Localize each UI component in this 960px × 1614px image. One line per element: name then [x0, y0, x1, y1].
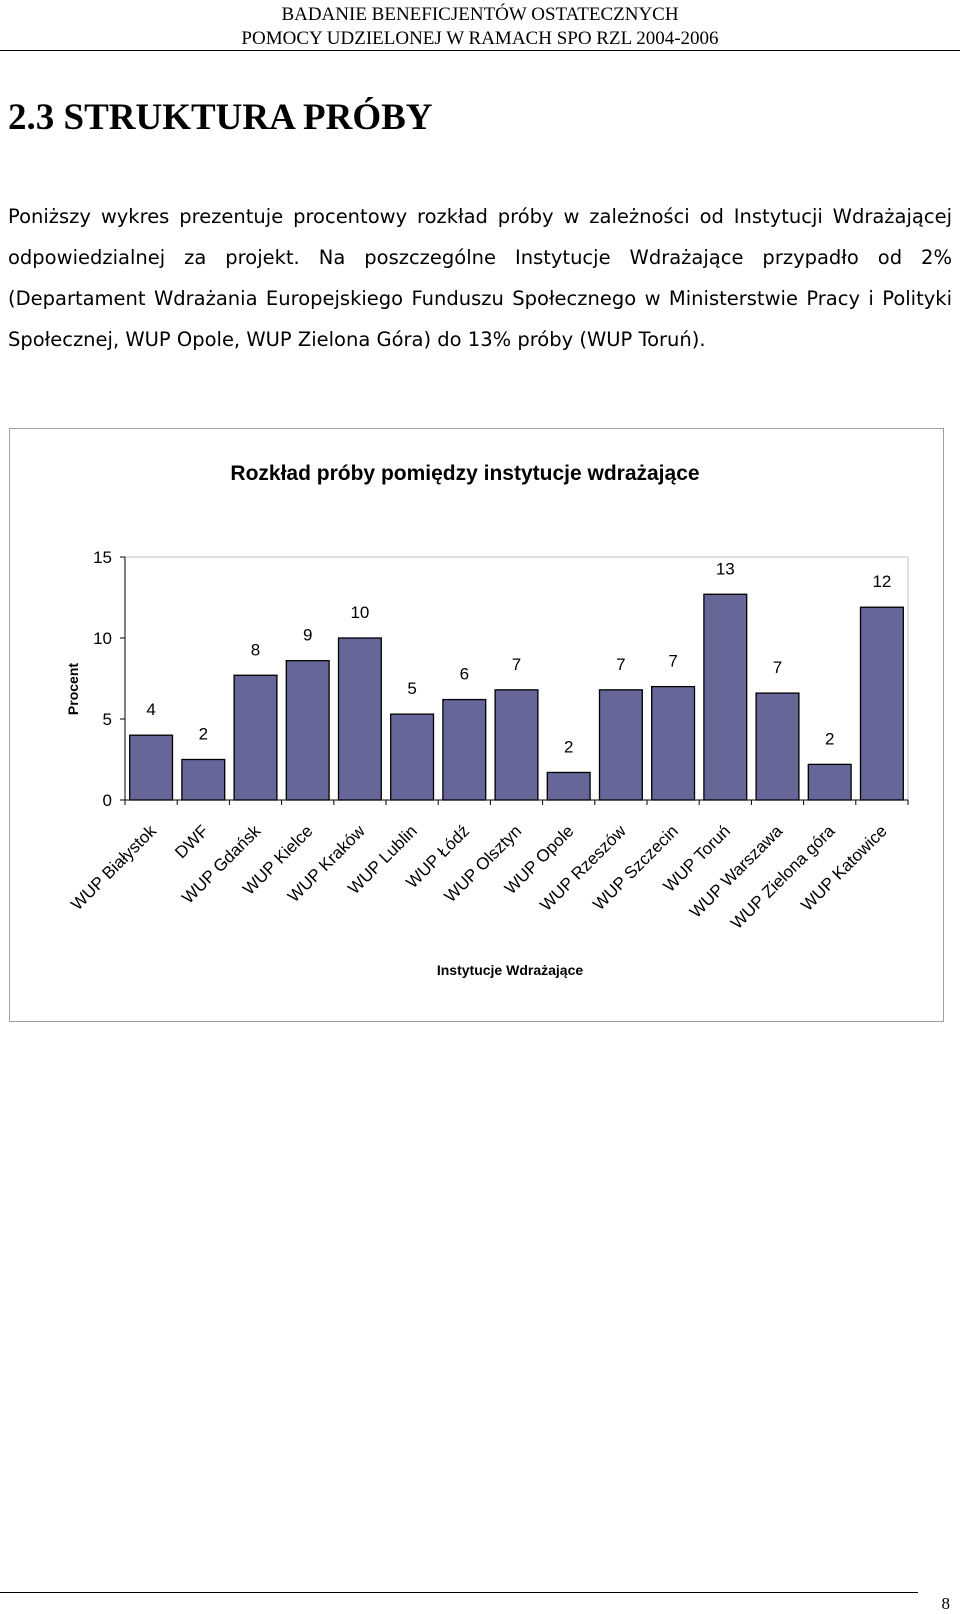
data-label: 7 — [668, 652, 677, 671]
header-line-1: BADANIE BENEFICJENTÓW OSTATECZNYCH — [281, 4, 679, 25]
x-axis-label: Instytucje Wdrażające — [437, 962, 583, 978]
bar — [546, 771, 591, 801]
footer-rule — [0, 1592, 918, 1593]
bar — [129, 734, 174, 801]
y-axis-label: Procent — [65, 663, 81, 715]
bar — [651, 685, 696, 801]
bar — [233, 674, 278, 801]
data-label: 13 — [716, 559, 735, 578]
data-label: 7 — [512, 655, 521, 674]
data-label: 5 — [407, 679, 416, 698]
data-label: 2 — [825, 729, 834, 748]
chart-container: Rozkład próby pomiędzy instytucje wdraża… — [9, 428, 944, 1022]
bar — [390, 713, 435, 801]
data-label: 6 — [460, 665, 469, 684]
header-rule — [0, 50, 960, 51]
bar — [337, 637, 382, 801]
bar — [755, 692, 800, 801]
section-title: 2.3 STRUKTURA PRÓBY — [8, 97, 433, 138]
data-label: 10 — [350, 603, 369, 622]
data-label: 2 — [564, 737, 573, 756]
y-tick-label: 0 — [103, 791, 112, 810]
data-label: 4 — [146, 700, 155, 719]
bar — [442, 698, 487, 801]
bar — [807, 763, 852, 801]
y-tick-label: 10 — [93, 629, 112, 648]
bar — [181, 758, 226, 801]
data-label: 7 — [773, 658, 782, 677]
y-tick-label: 5 — [103, 710, 112, 729]
data-label: 2 — [199, 725, 208, 744]
bar — [598, 689, 643, 801]
chart-title: Rozkład próby pomiędzy instytucje wdraża… — [230, 462, 699, 485]
data-label: 7 — [616, 655, 625, 674]
page-number: 8 — [941, 1594, 951, 1613]
bar — [494, 689, 539, 801]
bar-chart: Rozkład próby pomiędzy instytucje wdraża… — [65, 462, 909, 978]
bar — [859, 606, 904, 801]
x-tick-label: WUP Warszawa — [686, 821, 787, 922]
bar — [285, 660, 330, 801]
data-label: 9 — [303, 626, 312, 645]
y-tick-label: 15 — [93, 548, 112, 567]
data-label: 8 — [251, 640, 260, 659]
intro-paragraph: Poniższy wykres prezentuje procentowy ro… — [8, 205, 952, 351]
header-line-2: POMOCY UDZIELONEJ W RAMACH SPO RZL 2004-… — [241, 28, 719, 49]
data-label: 12 — [872, 572, 891, 591]
x-tick-label: DWF — [171, 821, 212, 862]
x-tick-label: WUP Białystok — [67, 821, 160, 914]
bar — [703, 593, 748, 801]
